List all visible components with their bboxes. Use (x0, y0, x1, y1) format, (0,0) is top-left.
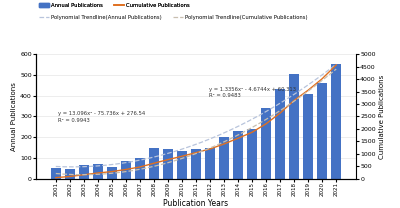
Legend: Annual Publications, Cumulative Publications: Annual Publications, Cumulative Publicat… (39, 3, 190, 8)
Text: y = 1.3356x² - 4.6744x + 60.313
R² = 0.9483: y = 1.3356x² - 4.6744x + 60.313 R² = 0.9… (209, 87, 296, 98)
Text: y = 13.096x² - 75.736x + 276.54
R² = 0.9943: y = 13.096x² - 75.736x + 276.54 R² = 0.9… (58, 111, 146, 123)
Y-axis label: Annual Publications: Annual Publications (11, 82, 17, 151)
Bar (191, 149, 201, 179)
Bar (121, 161, 131, 179)
Bar (289, 74, 299, 179)
Bar (219, 137, 229, 179)
Bar (247, 129, 257, 179)
Bar (331, 64, 342, 179)
Bar (205, 148, 215, 179)
Bar (317, 83, 328, 179)
Bar (50, 168, 61, 179)
Bar (261, 108, 271, 179)
Bar (93, 164, 103, 179)
Bar (275, 89, 285, 179)
Bar (149, 148, 159, 179)
Bar (177, 151, 187, 179)
Y-axis label: Cumulative Publications: Cumulative Publications (378, 74, 384, 159)
X-axis label: Publication Years: Publication Years (164, 199, 228, 208)
Legend: Polynomial Trendline(Annual Publications), Polynomial Trendline(Cumulative Publi: Polynomial Trendline(Annual Publications… (39, 15, 308, 20)
Bar (64, 169, 75, 179)
Bar (233, 131, 243, 179)
Bar (163, 149, 173, 179)
Bar (135, 158, 145, 179)
Bar (303, 94, 314, 179)
Bar (107, 167, 117, 179)
Bar (78, 165, 89, 179)
